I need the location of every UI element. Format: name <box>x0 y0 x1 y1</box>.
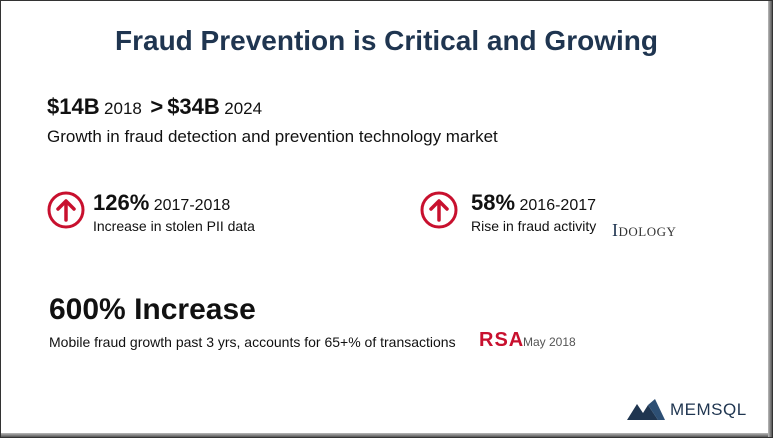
rsa-date: May 2018 <box>523 335 576 349</box>
up-arrow-icon <box>47 191 85 229</box>
mountain-icon <box>627 399 665 420</box>
market-value-2018: $14B <box>47 94 100 119</box>
stat-range: 2017-2018 <box>153 197 231 214</box>
stat-fraud-activity: 58% 2016-2017 Rise in fraud activity <box>471 190 596 234</box>
stat-percent: 126% <box>93 190 150 215</box>
stat-description: Rise in fraud activity <box>471 218 597 234</box>
stat-stolen-pii: 126% 2017-2018 Increase in stolen PII da… <box>93 190 255 234</box>
brand-name: MEMSQL <box>670 400 747 419</box>
up-arrow-icon <box>420 191 458 229</box>
slide-title: Fraud Prevention is Critical and Growing <box>115 25 658 56</box>
market-year-2018: 2018 <box>104 99 142 118</box>
market-year-2024: 2024 <box>224 99 263 118</box>
stat-description: Increase in stolen PII data <box>93 218 255 234</box>
memsql-logo: MEMSQL <box>626 399 747 421</box>
rsa-logo: RSA <box>479 329 525 351</box>
market-value-2024: $34B <box>167 94 220 119</box>
idology-logo: IDOLOGY <box>612 220 677 240</box>
market-growth: $14B 2018 > $34B 2024 <box>47 94 262 120</box>
mobile-description: Mobile fraud growth past 3 yrs, accounts… <box>49 334 456 350</box>
stat-range: 2016-2017 <box>519 197 597 214</box>
market-description: Growth in fraud detection and prevention… <box>47 127 498 146</box>
market-separator: > <box>150 94 164 119</box>
mobile-headline: 600% Increase <box>49 293 256 326</box>
stat-percent: 58% <box>471 190 516 215</box>
